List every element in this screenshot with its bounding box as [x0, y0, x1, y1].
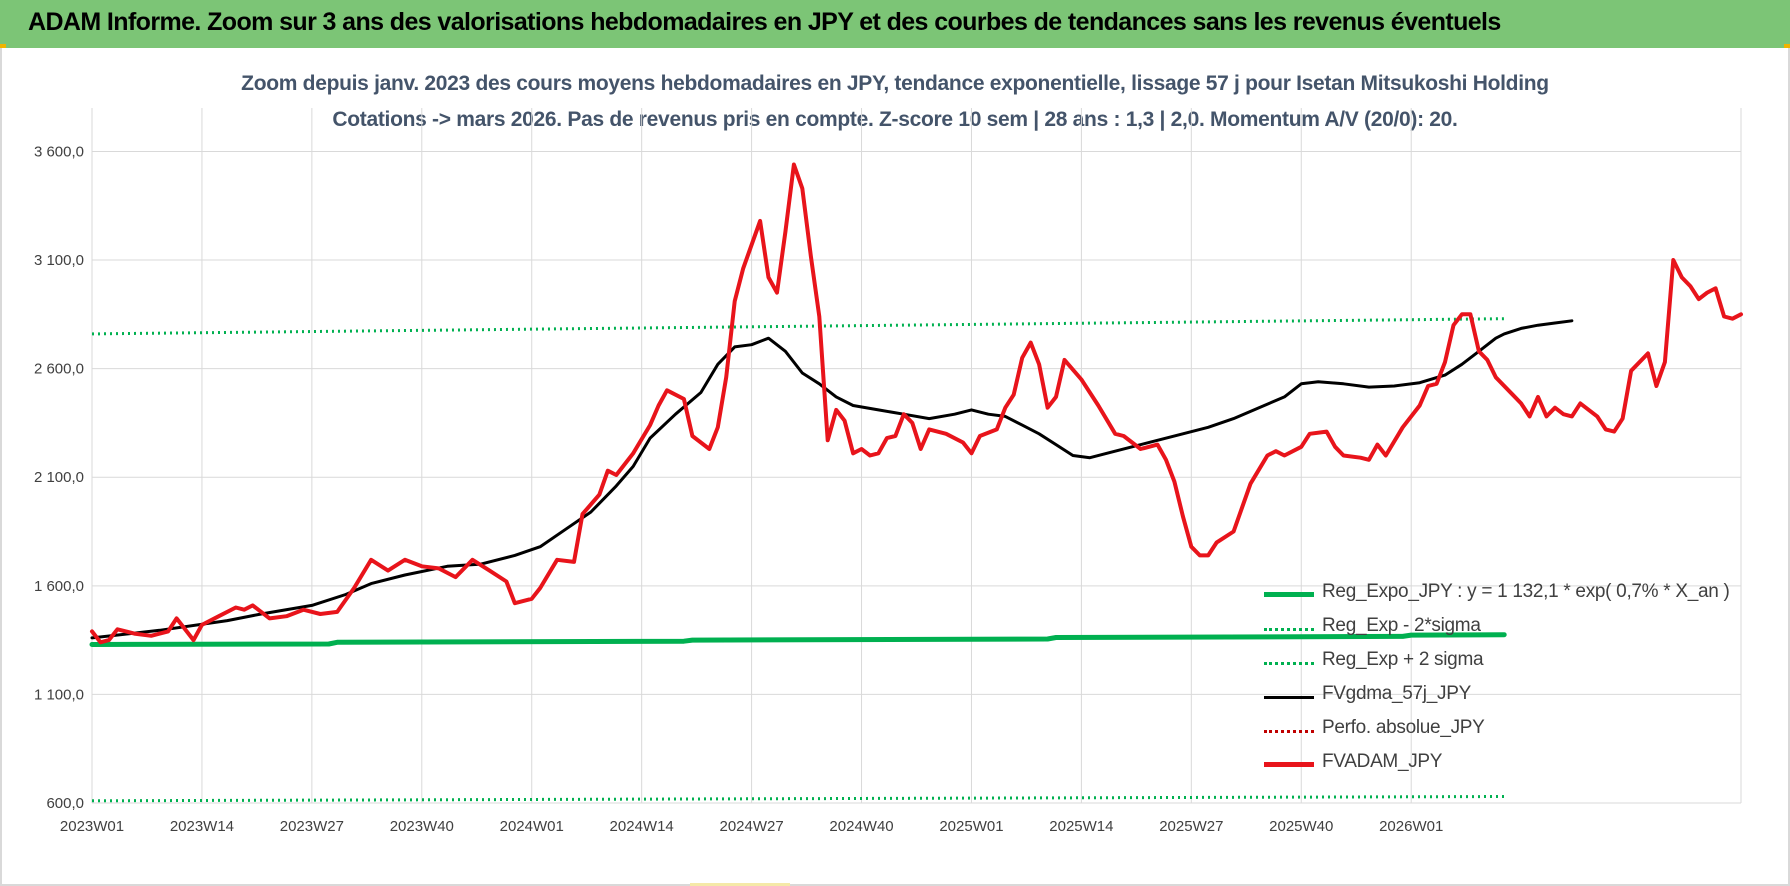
corner-marker-left: [0, 44, 6, 48]
y-tick-label: 3 600,0: [34, 143, 84, 160]
legend-swatch-perfo: [1264, 730, 1314, 733]
y-tick-label: 2 100,0: [34, 469, 84, 486]
y-tick-label: 1 600,0: [34, 578, 84, 595]
y-tick-label: 600,0: [46, 795, 84, 812]
legend-label-fvgdma: FVgdma_57j_JPY: [1322, 683, 1471, 704]
legend-swatch-fvadam: [1264, 762, 1314, 767]
x-tick-label: 2026W01: [1379, 818, 1443, 835]
y-tick-label: 3 100,0: [34, 252, 84, 269]
x-tick-label: 2023W01: [60, 818, 124, 835]
series-reg-expo: [89, 632, 1507, 647]
legend-swatch-reg-exp-minus: [1264, 628, 1314, 631]
bottom-marker: [690, 883, 790, 886]
legend-item-fvadam: FVADAM_JPY: [1264, 748, 1744, 782]
legend-item-reg-exp-minus: Reg_Exp - 2*sigma: [1264, 612, 1744, 646]
series-fvgdma: [90, 319, 1574, 640]
legend-label-fvadam: FVADAM_JPY: [1322, 751, 1443, 772]
legend-swatch-fvgdma: [1264, 696, 1314, 699]
legend-item-reg-exp-plus: Reg_Exp + 2 sigma: [1264, 646, 1744, 680]
x-tick-label: 2024W01: [500, 818, 564, 835]
legend-swatch-reg-expo: [1264, 592, 1314, 597]
legend-label-reg-expo: Reg_Expo_JPY : y = 1 132,1 * exp( 0,7% *…: [1322, 581, 1730, 602]
x-tick-label: 2025W01: [939, 818, 1003, 835]
x-tick-label: 2024W40: [829, 818, 893, 835]
report-header: ADAM Informe. Zoom sur 3 ans des valoris…: [0, 0, 1790, 48]
x-tick-label: 2023W14: [170, 818, 234, 835]
x-tick-label: 2024W27: [719, 818, 783, 835]
chart-title-line2: Cotations -> mars 2026. Pas de revenus p…: [332, 108, 1458, 131]
legend-label-reg-exp-minus: Reg_Exp - 2*sigma: [1322, 615, 1481, 636]
legend-swatch-reg-exp-plus: [1264, 662, 1314, 665]
legend-item-reg-expo: Reg_Expo_JPY : y = 1 132,1 * exp( 0,7% *…: [1264, 578, 1744, 612]
x-tick-label: 2023W27: [280, 818, 344, 835]
x-tick-label: 2025W27: [1159, 818, 1223, 835]
y-tick-label: 2 600,0: [34, 361, 84, 378]
legend-label-perfo: Perfo. absolue_JPY: [1322, 717, 1485, 738]
series-fvadam: [90, 162, 1743, 645]
corner-marker-right: [1784, 44, 1790, 48]
x-tick-label: 2024W14: [610, 818, 674, 835]
x-tick-label: 2023W40: [390, 818, 454, 835]
report-title: ADAM Informe. Zoom sur 3 ans des valoris…: [28, 8, 1501, 36]
legend-label-reg-exp-plus: Reg_Exp + 2 sigma: [1322, 649, 1484, 670]
y-axis-ticks: 600,0 1 100,0 1 600,0 2 100,0 2 600,0 3 100,0…: [34, 143, 84, 812]
legend-item-fvgdma: FVgdma_57j_JPY: [1264, 680, 1744, 714]
x-axis-ticks: 2023W01 2023W14 2023W27 2023W40 2024W01 2024W…: [60, 818, 1443, 835]
legend-item-perfo: Perfo. absolue_JPY: [1264, 714, 1744, 748]
series-reg-exp-minus-2sigma: [91, 795, 1505, 803]
chart-legend: Reg_Expo_JPY : y = 1 132,1 * exp( 0,7% *…: [1264, 578, 1744, 782]
x-tick-label: 2025W40: [1269, 818, 1333, 835]
y-tick-label: 1 100,0: [34, 686, 84, 703]
x-tick-label: 2025W14: [1049, 818, 1113, 835]
chart-title-line1: Zoom depuis janv. 2023 des cours moyens …: [241, 72, 1549, 95]
series-reg-exp-plus-2sigma: [91, 317, 1505, 336]
chart-series: [89, 162, 1743, 803]
